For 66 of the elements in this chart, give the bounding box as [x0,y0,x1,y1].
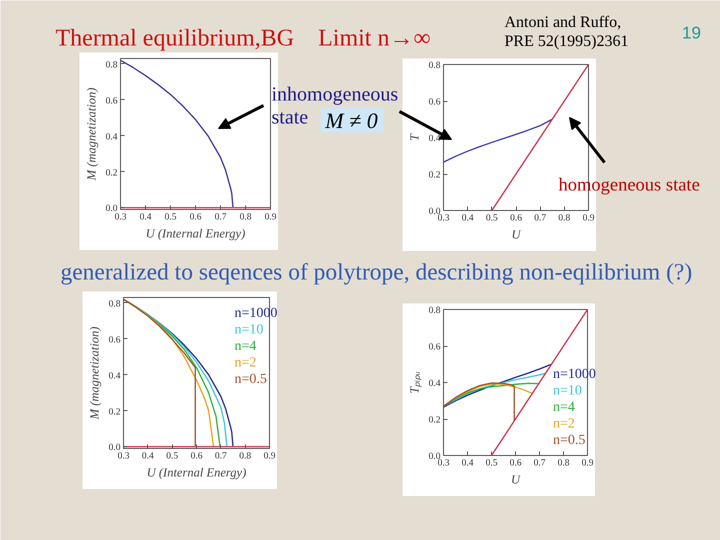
y-tick-label: 0.8 [106,60,118,70]
x-tick-label: 0.4 [142,452,154,462]
text: Antoni and Ruffo, PRE 52(1995)2361 [504,14,628,50]
y-axis-title: M (magnetization) [84,88,99,182]
y-axis-title: Tₚᵢₚᵤ [408,370,422,394]
x-tick-label: 0.3 [114,212,127,222]
y-tick-label: 0.2 [106,168,118,178]
x-tick-label: 0.8 [239,452,252,462]
y-axis-title: T [408,132,422,141]
y-tick-label: 0.6 [428,98,441,108]
text: n=4 [234,339,256,354]
y-tick-label: 0.4 [108,371,121,382]
x-tick-label: 0.7 [214,452,228,462]
x-axis-title: U (Internal Energy) [146,466,246,480]
text: n=0.5 [234,372,267,387]
chart-title: Thermal equilibrium,BG Limit n→∞ [56,26,431,52]
y-axis-title: M (magnetization) [88,326,102,420]
x-tick-label: 0.4 [462,458,474,468]
x-tick-label: 0.5 [486,214,498,224]
x-axis-title: U [510,472,521,486]
text: n=2 [234,356,256,370]
x-tick-label: 0.5 [486,458,498,468]
x-tick-label: 0.6 [510,458,522,468]
x-tick-label: 0.3 [438,458,450,468]
text: n=2 [552,416,575,432]
x-axis-title: U (Internal Energy) [146,226,246,240]
x-tick-label: 0.8 [558,458,570,468]
x-tick-label: 0.9 [582,458,594,468]
text: generalized to seqences of polytrope, describing non-eqilibrium (?) [60,260,692,286]
y-tick-label: 0.6 [428,342,441,352]
series-label: n=10 [552,384,582,398]
y-tick-label: 0.4 [428,134,441,144]
text: n=0.5 [552,433,586,448]
x-tick-label: 0.9 [264,452,276,462]
x-tick-label: 0.3 [118,452,130,462]
x-tick-label: 0.6 [510,214,522,224]
x-tick-label: 0.5 [164,212,177,222]
x-tick-label: 0.6 [190,212,202,222]
y-tick-label: 0.2 [428,170,441,180]
y-tick-label: 0.2 [428,416,441,426]
x-tick-label: 0.9 [264,212,277,222]
y-tick-label: 0.0 [108,443,121,454]
x-tick-label: 0.4 [462,214,474,224]
x-tick-label: 0.5 [166,452,178,462]
y-tick-label: 0.8 [428,306,441,316]
text: n=10 [234,322,264,338]
y-tick-label: 0.4 [428,379,441,389]
y-tick-label: 0.4 [106,132,118,142]
y-tick-label: 0.2 [108,407,121,418]
x-tick-label: 0.8 [558,214,571,224]
x-tick-label: 0.7 [534,458,546,468]
x-tick-label: 0.6 [190,452,203,462]
x-tick-label: 0.3 [438,214,450,224]
series-label: n=4 [552,400,575,415]
x-axis-title: U [511,228,522,242]
text: 19 [682,24,701,42]
y-tick-label: 0.6 [106,96,118,106]
text: M ≠ 0 [324,108,378,133]
x-tick-label: 0.4 [140,212,152,222]
x-tick-label: 0.8 [240,212,252,222]
y-tick-label: 0.8 [428,61,441,71]
x-tick-label: 0.7 [214,212,227,222]
y-tick-label: 0.8 [108,299,121,310]
y-tick-label: 0.6 [108,335,121,346]
x-tick-label: 0.7 [534,214,546,224]
x-tick-label: 0.9 [582,214,595,224]
